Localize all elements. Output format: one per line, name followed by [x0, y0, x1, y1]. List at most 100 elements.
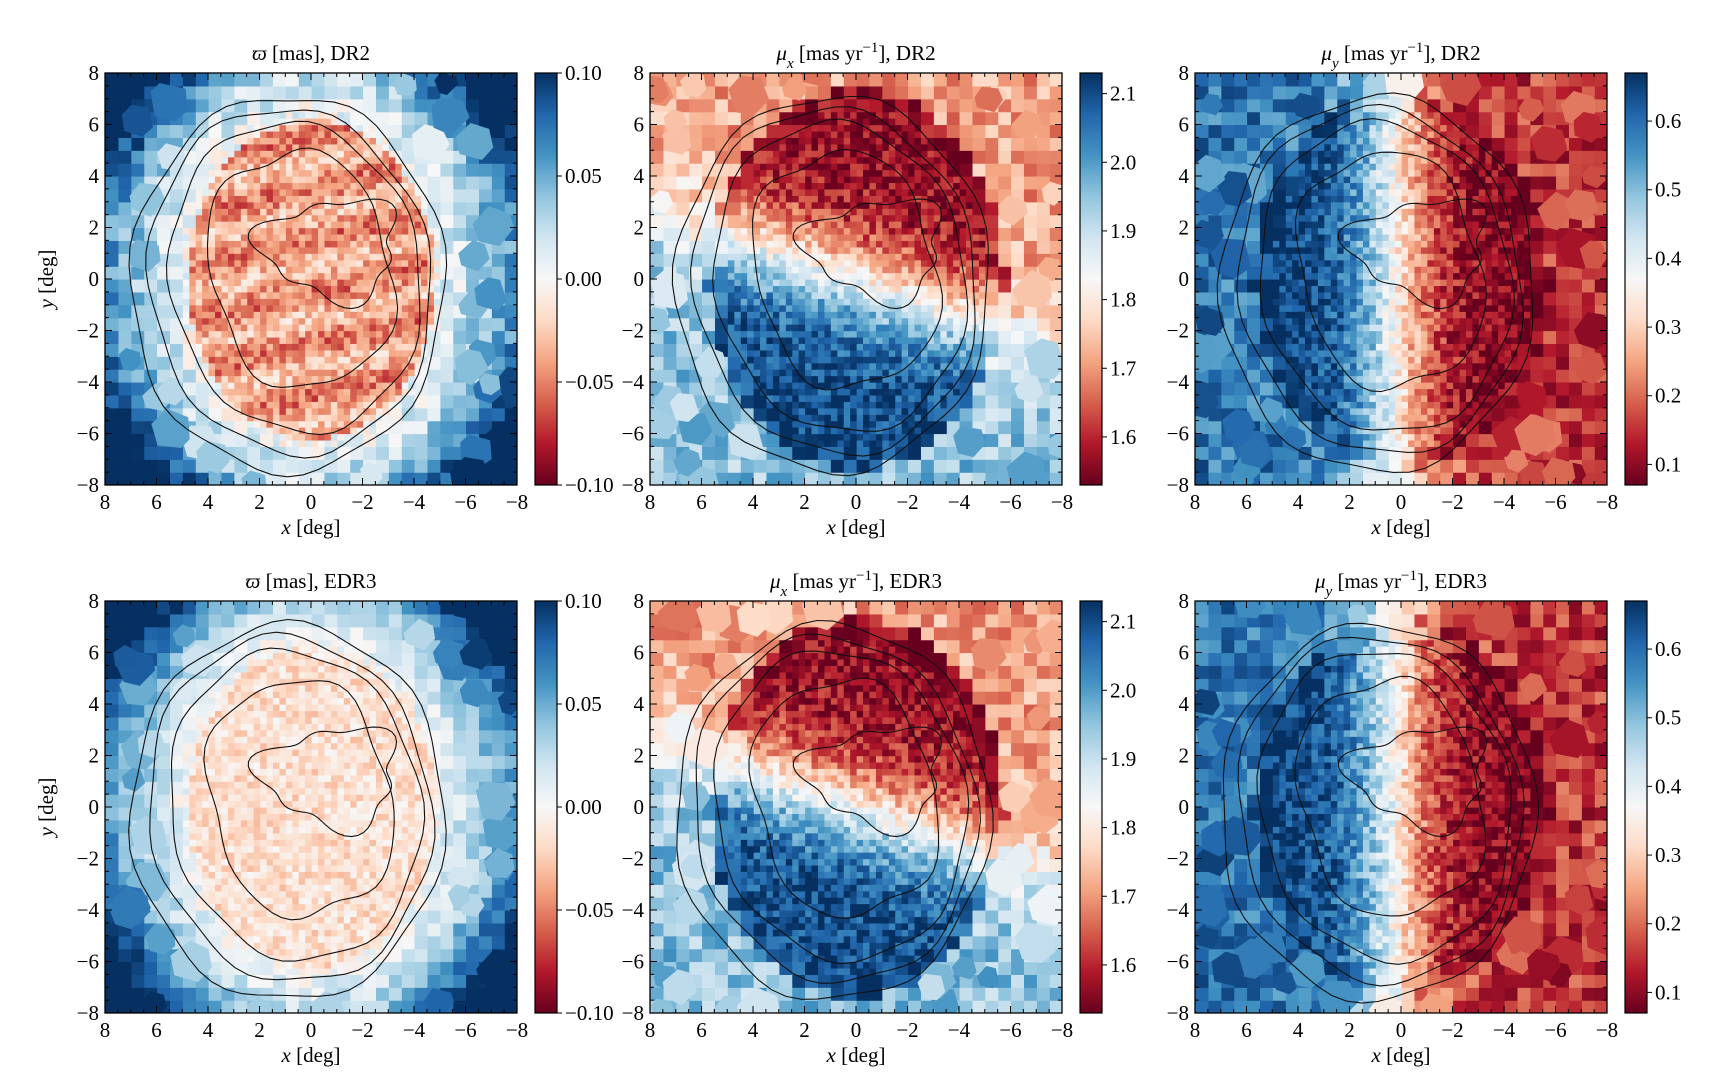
heatmap-cell	[1349, 407, 1357, 415]
heatmap-cell	[323, 169, 331, 177]
heatmap-cell	[143, 317, 158, 332]
heatmap-cell	[701, 150, 715, 164]
heatmap-cell	[105, 382, 119, 396]
heatmap-cell	[875, 317, 883, 325]
heatmap-cell	[323, 111, 331, 119]
heatmap-cell	[778, 169, 786, 177]
heatmap-cell	[778, 330, 786, 338]
heatmap-cell	[195, 253, 203, 261]
heatmap-cell	[778, 311, 786, 319]
heatmap-cell	[907, 330, 915, 338]
heatmap-cell	[1010, 369, 1024, 383]
heatmap-cell	[856, 169, 864, 177]
heatmap-cell	[220, 291, 228, 299]
heatmap-cell	[913, 388, 921, 396]
heatmap-cell	[959, 240, 967, 248]
heatmap-cell	[259, 214, 267, 222]
heatmap-cell	[952, 253, 960, 261]
heatmap-cell	[933, 362, 941, 370]
heatmap-cell	[849, 227, 857, 235]
heatmap-cell	[491, 163, 505, 177]
heatmap-cell	[913, 214, 921, 222]
heatmap-cell	[862, 221, 870, 229]
heatmap-cell	[407, 176, 415, 184]
heatmap-cell	[765, 472, 780, 485]
heatmap-cell	[259, 349, 267, 357]
heatmap-cell	[875, 311, 883, 319]
heatmap-cell	[343, 317, 351, 325]
heatmap-cell	[317, 176, 325, 184]
heatmap-cell	[765, 221, 773, 229]
heatmap-cell	[195, 124, 209, 138]
heatmap-cell	[759, 369, 767, 377]
heatmap-cell	[817, 388, 825, 396]
heatmap-cell	[836, 343, 844, 351]
heatmap-cell	[240, 227, 248, 235]
heatmap-cell	[1439, 427, 1447, 435]
heatmap-cell	[227, 253, 235, 261]
heatmap-cell	[143, 407, 158, 422]
heatmap-cell	[798, 291, 806, 299]
heatmap-cell	[414, 214, 422, 222]
heatmap-cell	[823, 163, 831, 171]
heatmap-cell	[1426, 433, 1434, 441]
heatmap-cell	[907, 201, 915, 209]
heatmap-cell	[272, 343, 280, 351]
heatmap-cell	[804, 214, 812, 222]
heatmap-cell	[1446, 407, 1454, 415]
heatmap-cell	[304, 304, 312, 312]
heatmap-cell	[188, 272, 196, 280]
heatmap-cell	[798, 279, 806, 287]
heatmap-cell	[504, 343, 517, 357]
heatmap-cell	[233, 233, 241, 241]
heatmap-cell	[265, 195, 273, 203]
heatmap-cell	[894, 407, 902, 415]
heatmap-cell	[688, 214, 703, 229]
heatmap-cell	[952, 285, 960, 293]
heatmap-cell	[862, 182, 870, 190]
heatmap-cell	[907, 407, 915, 415]
heatmap-cell	[727, 298, 735, 306]
heatmap-cell	[195, 317, 203, 325]
heatmap-cell	[240, 388, 248, 396]
heatmap-cell	[311, 311, 319, 319]
heatmap-cell	[272, 330, 280, 338]
heatmap-cell	[253, 143, 261, 151]
heatmap-cell	[939, 221, 947, 229]
heatmap-cell	[298, 188, 306, 196]
heatmap-cell	[791, 272, 799, 280]
heatmap-cell	[1220, 446, 1235, 460]
heatmap-cell	[407, 279, 415, 287]
heatmap-cell	[394, 362, 402, 370]
heatmap-cell	[849, 266, 857, 274]
heatmap-cell	[875, 214, 883, 222]
heatmap-cell	[362, 201, 370, 209]
heatmap-cell	[946, 85, 960, 100]
heatmap-cell	[375, 240, 383, 248]
heatmap-cell	[117, 137, 132, 151]
heatmap-cell	[1375, 433, 1383, 441]
heatmap-cell	[220, 285, 228, 293]
heatmap-cell	[946, 163, 954, 171]
heatmap-cell	[356, 246, 364, 254]
heatmap-cell	[984, 137, 999, 151]
heatmap-cell	[227, 266, 235, 274]
heatmap-cell	[208, 472, 222, 485]
heatmap-cell	[220, 150, 228, 158]
heatmap-cell	[913, 356, 921, 364]
heatmap-cell	[368, 375, 376, 383]
heatmap-cell	[298, 369, 306, 377]
heatmap-cell	[920, 214, 928, 222]
heatmap-cell	[394, 246, 402, 254]
heatmap-cell	[195, 407, 209, 422]
heatmap-cell	[298, 459, 312, 473]
colorbar-tick-label: 0.05	[565, 164, 602, 188]
heatmap-cell	[785, 266, 793, 274]
heatmap-cell	[984, 330, 999, 344]
heatmap-cell	[798, 311, 806, 319]
heatmap-cell	[920, 349, 928, 357]
heatmap-cell	[285, 427, 293, 435]
heatmap-cell	[117, 150, 132, 164]
heatmap-cell	[233, 214, 241, 222]
heatmap-cell	[1581, 446, 1595, 460]
